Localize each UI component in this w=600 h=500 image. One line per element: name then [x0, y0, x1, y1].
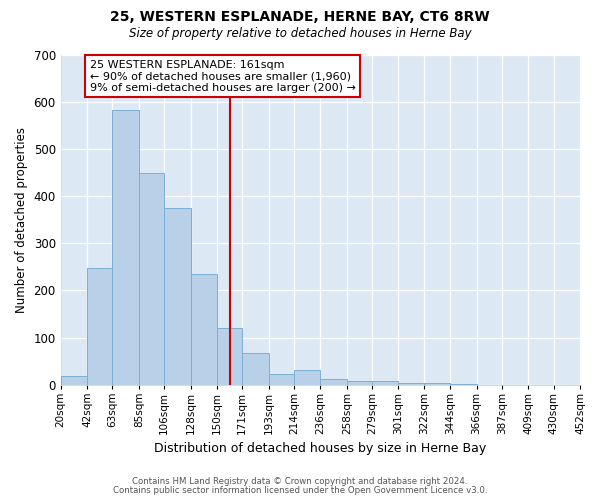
Bar [217, 328, 242, 384]
Text: Contains public sector information licensed under the Open Government Licence v3: Contains public sector information licen… [113, 486, 487, 495]
Bar [269, 374, 294, 384]
Bar [320, 379, 347, 384]
Y-axis label: Number of detached properties: Number of detached properties [15, 127, 28, 313]
Bar [347, 382, 372, 384]
Text: Size of property relative to detached houses in Herne Bay: Size of property relative to detached ho… [128, 28, 472, 40]
Bar [398, 383, 424, 384]
X-axis label: Distribution of detached houses by size in Herne Bay: Distribution of detached houses by size … [154, 442, 487, 455]
Bar [139, 173, 164, 384]
Bar [424, 382, 450, 384]
Bar [294, 370, 320, 384]
Text: Contains HM Land Registry data © Crown copyright and database right 2024.: Contains HM Land Registry data © Crown c… [132, 478, 468, 486]
Bar [112, 110, 139, 384]
Bar [61, 376, 87, 384]
Bar [87, 268, 112, 384]
Text: 25, WESTERN ESPLANADE, HERNE BAY, CT6 8RW: 25, WESTERN ESPLANADE, HERNE BAY, CT6 8R… [110, 10, 490, 24]
Bar [164, 208, 191, 384]
Bar [242, 353, 269, 384]
Text: 25 WESTERN ESPLANADE: 161sqm
← 90% of detached houses are smaller (1,960)
9% of : 25 WESTERN ESPLANADE: 161sqm ← 90% of de… [89, 60, 355, 93]
Bar [191, 274, 217, 384]
Bar [372, 381, 398, 384]
